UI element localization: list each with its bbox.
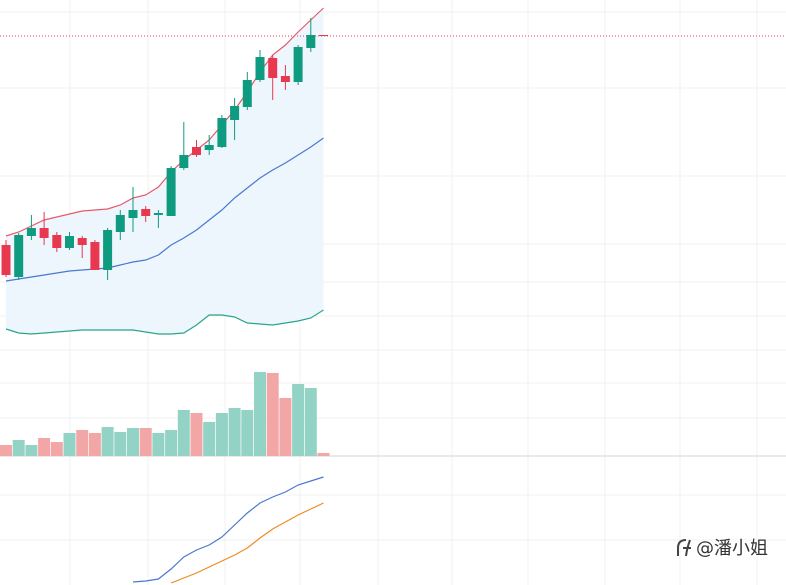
indicator-line (170, 502, 324, 584)
candle-body (65, 236, 74, 248)
candle-body (204, 145, 214, 150)
candle-body (293, 47, 303, 82)
volume-bar (0, 445, 12, 456)
volume-bar (241, 410, 254, 456)
candle-body (52, 235, 62, 248)
plot (0, 7, 786, 584)
volume-bar (304, 388, 317, 456)
volume-bar (190, 413, 203, 456)
candle-body (268, 58, 278, 78)
candle-body (103, 230, 113, 270)
volume-bar (152, 433, 165, 456)
volume-bar (279, 398, 292, 456)
volume-bar (228, 408, 241, 456)
candle-body (39, 228, 49, 238)
volume-bar (266, 373, 279, 456)
candle-body (179, 155, 189, 168)
candle-body (306, 35, 316, 48)
volume-bar (127, 428, 139, 456)
volume-bar (317, 453, 330, 456)
candle-body (217, 118, 227, 147)
volume-bar (25, 445, 38, 456)
watermark-text: @潘小姐 (696, 538, 768, 559)
indicator-line (132, 476, 324, 583)
indicator-line (5, 137, 324, 282)
volume-bar (50, 442, 63, 456)
candle-body (115, 215, 125, 232)
indicator-line (5, 7, 324, 237)
candle-body (128, 210, 138, 218)
candle-body (141, 209, 151, 216)
candle-body (230, 106, 240, 120)
candle-body (90, 242, 100, 270)
volume-bar (254, 372, 266, 456)
watermark-logo (677, 539, 691, 557)
candle-body (153, 213, 163, 215)
volume-bar (76, 430, 89, 456)
candle-body (319, 35, 328, 36)
candle-body (26, 228, 36, 236)
volume-bar (88, 433, 101, 456)
volume-bar (63, 433, 76, 456)
candle-body (14, 235, 24, 277)
volume-bar (12, 440, 25, 456)
candle-body (255, 57, 265, 80)
candle-body (280, 76, 290, 82)
candle-body (166, 168, 176, 216)
volume-bar (203, 422, 216, 456)
volume-bar (165, 430, 178, 456)
volume-bar (114, 432, 127, 456)
volume-bar (177, 410, 190, 456)
volume-bar (215, 413, 228, 456)
candle-body (77, 238, 87, 245)
candle-body (242, 80, 252, 107)
candle-body (1, 245, 11, 275)
watermark: @潘小姐 (677, 538, 768, 559)
band-fill (6, 8, 324, 334)
volume-bar (139, 428, 152, 456)
indicator-line (5, 309, 324, 335)
volume-bar (101, 427, 114, 456)
volume-bar (38, 438, 51, 456)
volume-bar (292, 384, 305, 456)
candle-body (192, 147, 201, 155)
